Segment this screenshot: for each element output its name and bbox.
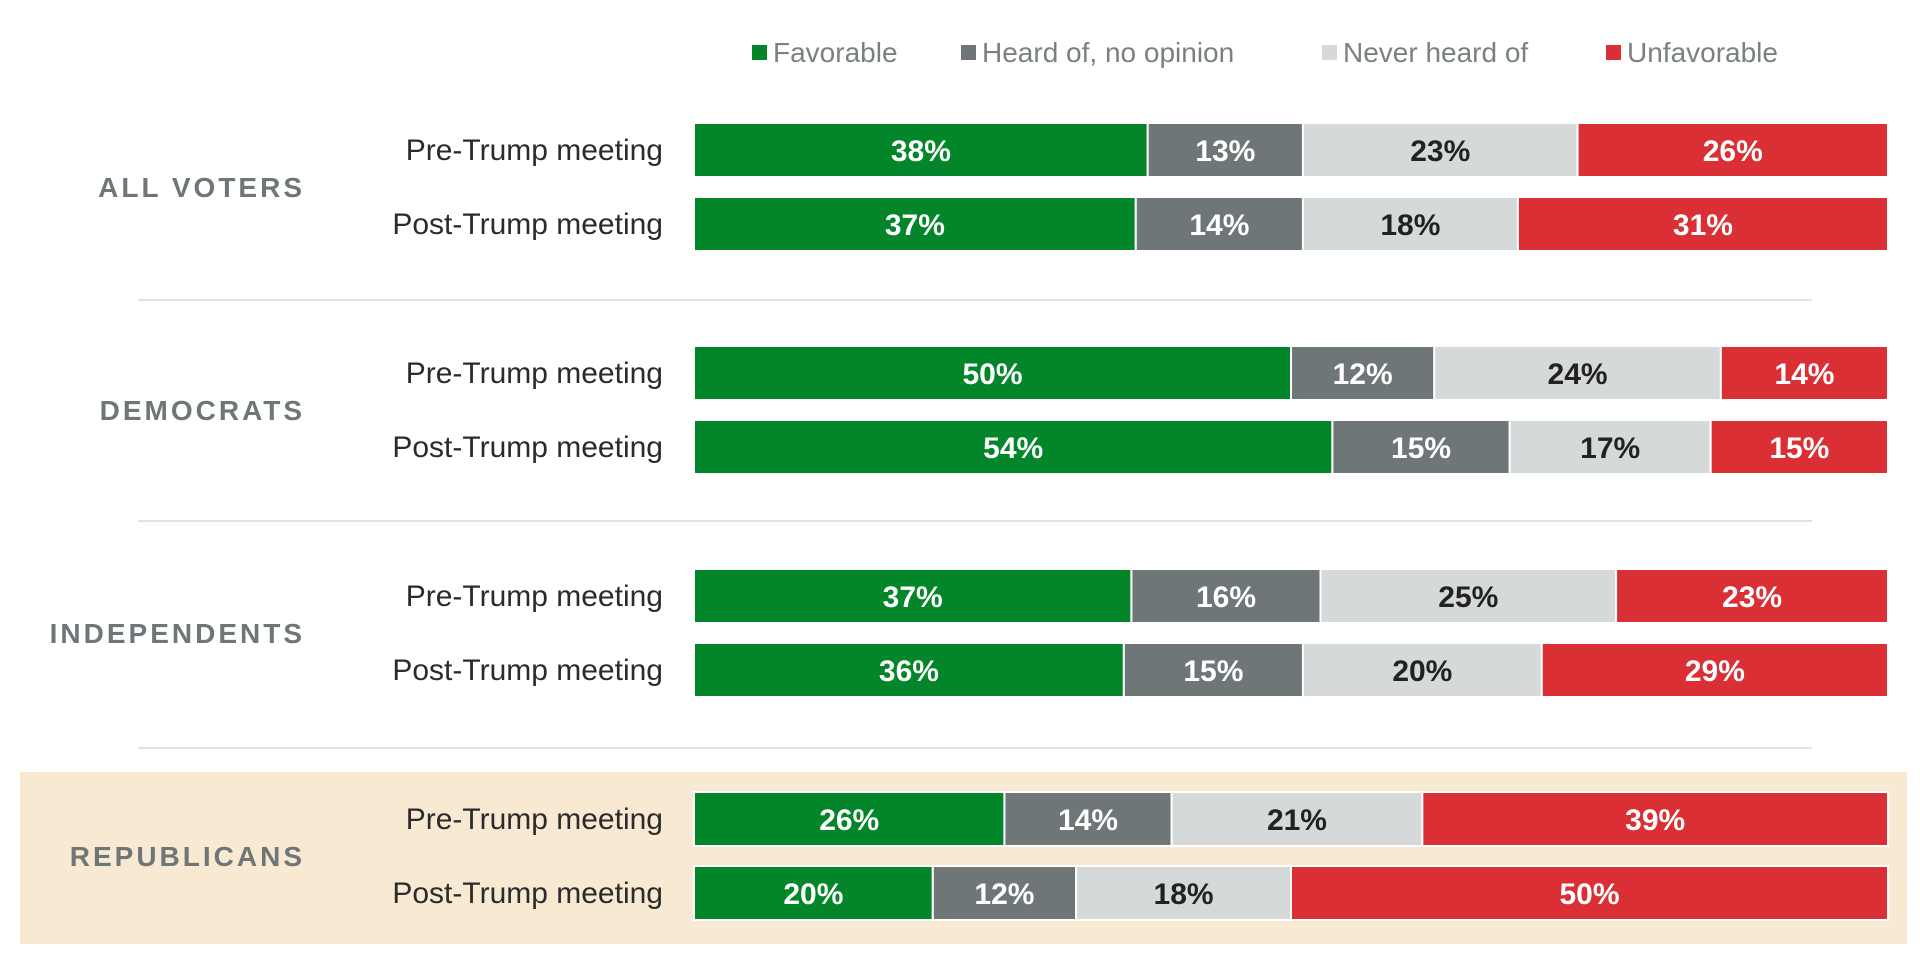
data-label-favorable: 38%	[891, 135, 951, 168]
bar-segment-unfavorable	[1709, 419, 1890, 475]
legend-label-heard-of-no-opinion: Heard of, no opinion	[982, 37, 1234, 68]
legend-swatch-never-heard-of	[1322, 45, 1337, 60]
bar-segment-never-heard-of	[1301, 642, 1543, 698]
data-label-favorable: 54%	[983, 432, 1043, 465]
data-label-favorable: 50%	[962, 358, 1022, 391]
data-label-unfavorable: 29%	[1685, 655, 1745, 688]
data-label-heard-of-no-opinion: 16%	[1196, 581, 1256, 614]
legend-swatch-favorable	[752, 45, 767, 60]
bar-segment-heard-of-no-opinion	[1003, 791, 1173, 847]
group-label-independents: INDEPENDENTS	[50, 618, 305, 649]
group-label-republicans: REPUBLICANS	[70, 841, 305, 872]
data-label-unfavorable: 26%	[1703, 135, 1763, 168]
data-label-never-heard-of: 20%	[1392, 655, 1452, 688]
legend-swatch-heard-of-no-opinion	[961, 45, 976, 60]
row-label: Post-Trump meeting	[392, 431, 663, 464]
data-label-never-heard-of: 18%	[1380, 209, 1440, 242]
row-label: Post-Trump meeting	[392, 654, 663, 687]
data-label-heard-of-no-opinion: 14%	[1189, 209, 1249, 242]
bar-segment-unfavorable	[1540, 642, 1889, 698]
bar-segment-heard-of-no-opinion	[1290, 345, 1436, 401]
legend-label-favorable: Favorable	[773, 37, 898, 68]
bar-segment-unfavorable	[1615, 568, 1889, 624]
data-label-never-heard-of: 23%	[1410, 135, 1470, 168]
bar-segment-never-heard-of	[1170, 791, 1424, 847]
bar-segment-unfavorable	[1516, 196, 1889, 252]
data-label-unfavorable: 15%	[1769, 432, 1829, 465]
data-label-heard-of-no-opinion: 13%	[1195, 135, 1255, 168]
bar-segment-unfavorable	[1290, 865, 1889, 921]
data-label-heard-of-no-opinion: 15%	[1391, 432, 1451, 465]
bar-segment-favorable	[693, 865, 934, 921]
data-label-heard-of-no-opinion: 15%	[1183, 655, 1243, 688]
legend-swatch-unfavorable	[1606, 45, 1621, 60]
bar-segment-never-heard-of	[1301, 196, 1519, 252]
bar-segment-heard-of-no-opinion	[1331, 419, 1511, 475]
data-label-never-heard-of: 18%	[1154, 878, 1214, 911]
row-label: Pre-Trump meeting	[406, 134, 663, 167]
row-label: Pre-Trump meeting	[406, 803, 663, 836]
bar-segment-favorable	[693, 122, 1149, 178]
bar-segment-favorable	[693, 196, 1137, 252]
row-label: Post-Trump meeting	[392, 877, 663, 910]
data-label-favorable: 36%	[879, 655, 939, 688]
data-label-heard-of-no-opinion: 12%	[1333, 358, 1393, 391]
data-label-heard-of-no-opinion: 14%	[1058, 804, 1118, 837]
group-label-all-voters: ALL VOTERS	[98, 172, 305, 203]
bar-segment-heard-of-no-opinion	[931, 865, 1078, 921]
data-label-favorable: 26%	[819, 804, 879, 837]
data-label-favorable: 20%	[783, 878, 843, 911]
data-label-never-heard-of: 24%	[1548, 358, 1608, 391]
data-label-favorable: 37%	[883, 581, 943, 614]
bar-segment-never-heard-of	[1433, 345, 1722, 401]
bar-segment-favorable	[693, 642, 1125, 698]
data-label-unfavorable: 23%	[1722, 581, 1782, 614]
data-label-never-heard-of: 21%	[1267, 804, 1327, 837]
group-label-democrats: DEMOCRATS	[100, 395, 305, 426]
legend-label-unfavorable: Unfavorable	[1627, 37, 1778, 68]
bar-segment-unfavorable	[1719, 345, 1889, 401]
data-label-heard-of-no-opinion: 12%	[974, 878, 1034, 911]
row-label: Pre-Trump meeting	[406, 357, 663, 390]
data-label-never-heard-of: 17%	[1580, 432, 1640, 465]
bar-segment-heard-of-no-opinion	[1134, 196, 1304, 252]
bar-segment-unfavorable	[1421, 791, 1889, 847]
legend-label-never-heard-of: Never heard of	[1343, 37, 1528, 68]
data-label-unfavorable: 31%	[1673, 209, 1733, 242]
data-label-unfavorable: 39%	[1625, 804, 1685, 837]
data-label-favorable: 37%	[885, 209, 945, 242]
bar-segment-favorable	[693, 345, 1292, 401]
bar-segment-unfavorable	[1576, 122, 1890, 178]
bar-segment-never-heard-of	[1075, 865, 1292, 921]
data-label-unfavorable: 50%	[1559, 878, 1619, 911]
bar-segment-heard-of-no-opinion	[1130, 568, 1322, 624]
row-label: Pre-Trump meeting	[406, 580, 663, 613]
bar-segment-favorable	[693, 419, 1334, 475]
data-label-never-heard-of: 25%	[1438, 581, 1498, 614]
bar-segment-favorable	[693, 568, 1133, 624]
data-label-unfavorable: 14%	[1774, 358, 1834, 391]
row-label: Post-Trump meeting	[392, 208, 663, 241]
